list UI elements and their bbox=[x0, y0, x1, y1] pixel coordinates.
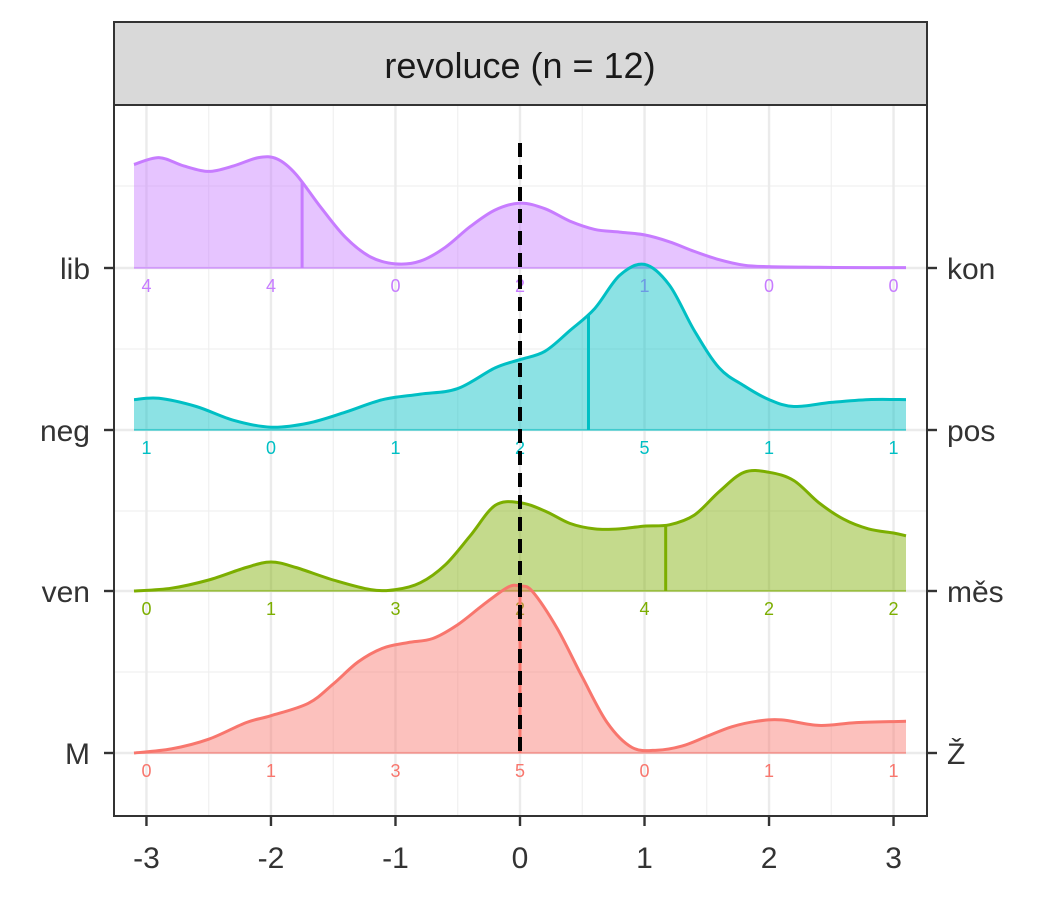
x-tick-label: 1 bbox=[636, 842, 653, 875]
y-tick-label-left-M: M bbox=[65, 738, 90, 771]
x-tick-label: 3 bbox=[885, 842, 902, 875]
count-label-lib: 0 bbox=[889, 276, 899, 296]
x-tick-label: -1 bbox=[382, 842, 409, 875]
count-label-ven: 3 bbox=[390, 599, 400, 619]
count-label-lib: 1 bbox=[640, 276, 650, 296]
density-curve-neg bbox=[133, 262, 907, 429]
count-label-ven: 2 bbox=[764, 599, 774, 619]
y-tick-label-left-neg: neg bbox=[40, 415, 90, 448]
count-label-ven: 1 bbox=[266, 599, 276, 619]
y-tick-label-left-lib: lib bbox=[60, 253, 90, 286]
count-label-neg: 5 bbox=[640, 438, 650, 458]
count-label-lib: 0 bbox=[390, 276, 400, 296]
count-label-ven: 4 bbox=[640, 599, 650, 619]
count-label-M: 0 bbox=[640, 761, 650, 781]
count-label-M: 1 bbox=[764, 761, 774, 781]
y-tick-label-right-Ž: Ž bbox=[947, 738, 965, 771]
count-label-M: 3 bbox=[390, 761, 400, 781]
count-label-neg: 0 bbox=[266, 438, 276, 458]
plot-area: 4402100libkon1012511negpos0132422venměs0… bbox=[40, 104, 1004, 875]
count-label-neg: 1 bbox=[141, 438, 151, 458]
y-tick-label-right-kon: kon bbox=[947, 253, 995, 286]
y-tick-label-left-ven: ven bbox=[42, 576, 90, 609]
count-label-lib: 4 bbox=[141, 276, 151, 296]
count-label-neg: 1 bbox=[889, 438, 899, 458]
count-label-M: 5 bbox=[515, 761, 525, 781]
density-curve-lib bbox=[133, 155, 906, 270]
count-label-M: 0 bbox=[141, 761, 151, 781]
facet-strip bbox=[113, 21, 928, 106]
x-tick-label: 2 bbox=[761, 842, 778, 875]
density-area-neg bbox=[134, 264, 906, 430]
count-label-M: 1 bbox=[266, 761, 276, 781]
density-curve-ven bbox=[133, 469, 907, 593]
facet-strip-title: revoluce (n = 12) bbox=[384, 45, 655, 86]
x-tick-label: -3 bbox=[133, 842, 160, 875]
count-label-M: 1 bbox=[889, 761, 899, 781]
count-label-ven: 2 bbox=[889, 599, 899, 619]
count-label-neg: 2 bbox=[515, 438, 525, 458]
y-tick-label-right-pos: pos bbox=[947, 415, 995, 448]
count-label-neg: 1 bbox=[390, 438, 400, 458]
count-label-neg: 1 bbox=[764, 438, 774, 458]
x-tick-label: -2 bbox=[258, 842, 285, 875]
count-label-lib: 0 bbox=[764, 276, 774, 296]
count-label-lib: 4 bbox=[266, 276, 276, 296]
y-tick-label-right-měs: měs bbox=[947, 576, 1004, 609]
count-label-ven: 0 bbox=[141, 599, 151, 619]
x-tick-label: 0 bbox=[512, 842, 529, 875]
